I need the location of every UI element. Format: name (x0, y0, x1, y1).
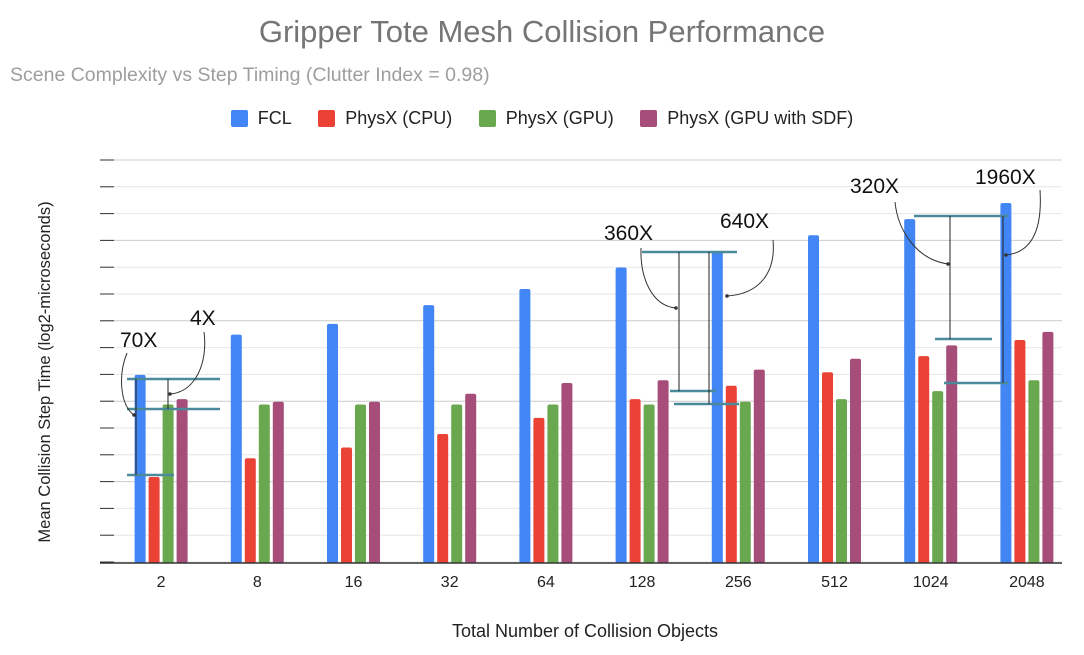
annotation-arrowhead (1004, 253, 1008, 257)
bar-physx-gpu-32 (451, 404, 463, 563)
bar-physx-cpu-256 (725, 385, 737, 563)
y-axis-title: Mean Collision Step Time (log2-microseco… (36, 201, 54, 542)
legend: FCL PhysX (CPU) PhysX (GPU) PhysX (GPU w… (0, 108, 1084, 132)
bar-physx-gpu-with-sdf-2048 (1042, 331, 1054, 563)
legend-swatch-physx-gpu-sdf (640, 110, 658, 127)
bar-physx-gpu-2048 (1028, 380, 1040, 563)
bar-physx-cpu-8 (244, 458, 256, 563)
legend-label-physx-cpu: PhysX (CPU) (345, 108, 453, 128)
bar-physx-gpu-256 (739, 401, 751, 563)
annotation-label: 70X (120, 329, 157, 352)
legend-label-physx-gpu: PhysX (GPU) (505, 108, 614, 128)
bar-fcl-1024 (904, 219, 916, 563)
bar-physx-gpu-1024 (932, 391, 944, 563)
bar-fcl-32 (423, 305, 435, 563)
x-tick-labels: 2 8 16 32 64 128 256 512 1024 2048 (157, 574, 1045, 591)
x-tick-label: 8 (253, 574, 262, 591)
annotation-label: 320X (850, 175, 899, 198)
legend-label-fcl: FCL (257, 108, 292, 128)
bar-physx-gpu-with-sdf-128 (657, 380, 669, 563)
bar-physx-gpu-512 (836, 399, 847, 563)
legend-item-physx-cpu[interactable]: PhysX (CPU) (318, 108, 452, 129)
chart-title: Gripper Tote Mesh Collision Performance (258, 14, 826, 49)
annotation-arrow (726, 239, 774, 297)
chart-subtitle: Scene Complexity vs Step Timing (Clutter… (10, 64, 490, 86)
bar-physx-gpu-with-sdf-32 (465, 393, 477, 563)
annotation-label: 360X (604, 222, 653, 245)
bar-physx-gpu-64 (547, 404, 559, 563)
legend-swatch-fcl (230, 110, 248, 127)
x-axis-title: Total Number of Collision Objects (452, 621, 718, 641)
legend-swatch-physx-cpu (318, 110, 336, 127)
bar-physx-gpu-with-sdf-512 (850, 358, 861, 563)
gridlines (100, 159, 1062, 563)
legend-item-fcl[interactable]: FCL (230, 108, 292, 129)
legend-item-physx-gpu[interactable]: PhysX (GPU) (478, 108, 614, 129)
legend-swatch-physx-gpu (478, 110, 496, 127)
bar-physx-gpu-with-sdf-1024 (946, 345, 958, 563)
annotation-arrow (640, 247, 677, 309)
bars (134, 203, 1054, 564)
bar-physx-cpu-2 (148, 477, 160, 563)
bar-physx-cpu-16 (341, 447, 352, 563)
x-tick-label: 32 (441, 574, 459, 591)
bar-physx-cpu-64 (533, 417, 545, 563)
annotation-arrow (894, 201, 949, 265)
annotation-arrowhead (725, 294, 729, 298)
annotation-label: 4X (190, 307, 216, 330)
x-tick-label: 16 (345, 574, 363, 591)
annotation-arrowhead (674, 306, 678, 310)
x-tick-label: 64 (537, 574, 555, 591)
annotation-label: 640X (720, 210, 769, 233)
legend-label-physx-gpu-sdf: PhysX (GPU with SDF) (667, 108, 854, 128)
bar-fcl-16 (327, 323, 338, 563)
annotation-arrowhead (946, 262, 950, 266)
bar-physx-gpu-128 (643, 404, 655, 563)
annotation-arrow (169, 331, 206, 395)
bar-physx-cpu-512 (822, 372, 833, 563)
x-tick-label: 512 (821, 574, 848, 591)
legend-item-physx-gpu-sdf[interactable]: PhysX (GPU with SDF) (640, 108, 853, 129)
bar-physx-gpu-with-sdf-16 (369, 401, 380, 563)
bar-physx-cpu-32 (437, 434, 449, 563)
bar-physx-gpu-with-sdf-2 (176, 399, 188, 563)
bar-physx-cpu-2048 (1014, 340, 1026, 563)
bar-physx-cpu-128 (629, 399, 641, 563)
bar-fcl-8 (230, 334, 242, 563)
annotation-arrow (1005, 189, 1041, 256)
bar-fcl-512 (808, 235, 819, 563)
bar-fcl-128 (615, 267, 627, 563)
bar-physx-gpu-16 (355, 404, 366, 563)
x-tick-label: 256 (725, 574, 752, 591)
x-tick-label: 2 (157, 574, 166, 591)
bar-fcl-256 (711, 251, 723, 564)
annotation-arrow (121, 352, 135, 416)
bar-physx-gpu-with-sdf-8 (272, 401, 284, 563)
annotation-label: 1960X (975, 166, 1036, 189)
annotation-arrowhead (132, 413, 136, 417)
annotations: 70X 4X 360X 640X 320X 1960X (120, 166, 1041, 477)
annotation-arrowhead (168, 392, 172, 396)
bar-physx-gpu-8 (258, 404, 270, 563)
x-tick-label: 128 (629, 574, 656, 591)
x-tick-label: 2048 (1009, 574, 1045, 591)
bar-physx-gpu-with-sdf-256 (753, 369, 765, 563)
bar-physx-gpu-with-sdf-64 (561, 383, 573, 563)
bar-fcl-2 (134, 374, 146, 563)
bar-fcl-64 (519, 289, 531, 563)
bar-physx-cpu-1024 (918, 356, 930, 563)
bar-physx-gpu-2 (162, 404, 174, 563)
x-tick-label: 1024 (913, 574, 949, 591)
